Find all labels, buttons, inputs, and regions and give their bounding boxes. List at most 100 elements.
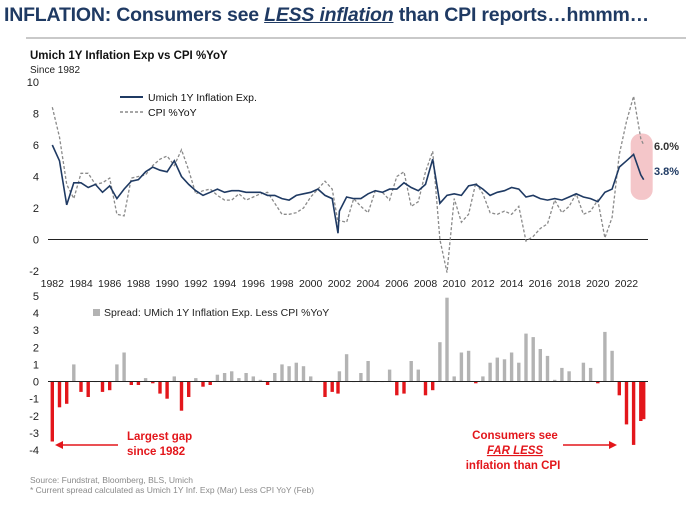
legend-spread-label: Spread: UMich 1Y Inflation Exp. Less CPI… (104, 307, 329, 319)
footnote-source: Source: Fundstrat, Bloomberg, BLS, Umich (30, 475, 193, 485)
top-y-tick-label: -2 (29, 266, 39, 278)
spread-bar (258, 379, 263, 382)
spread-bar (639, 381, 643, 421)
x-tick-label: 1984 (69, 278, 93, 290)
spread-bar (344, 354, 349, 382)
spread-bar (366, 361, 370, 382)
spread-bar (474, 381, 478, 384)
x-tick-label: 1992 (184, 278, 208, 290)
top-chart-title: Umich 1Y Inflation Exp vs CPI %YoY (30, 50, 228, 62)
spread-bar (553, 379, 557, 382)
spread-bar (230, 371, 234, 382)
spread-bar (72, 364, 76, 382)
bottom-y-tick-label: 0 (33, 377, 39, 389)
top-y-tick-label: 6 (33, 140, 39, 152)
spread-bar (431, 381, 435, 391)
x-tick-label: 1990 (155, 278, 179, 290)
top-y-tick-label: 4 (33, 172, 39, 184)
legend-cpi-label: CPI %YoY (148, 107, 197, 119)
consumers-annotation-line3: inflation than CPI (466, 460, 561, 472)
bottom-y-tick-label: 2 (33, 342, 39, 354)
spread-bar (158, 381, 162, 394)
x-tick-label: 2008 (414, 278, 438, 290)
spread-bar (237, 378, 241, 382)
spread-bar (187, 381, 191, 397)
x-tick-label: 2002 (328, 278, 352, 290)
spread-bar (57, 381, 62, 408)
spread-bar (323, 381, 327, 397)
spread-bar (336, 381, 340, 394)
spread-bar (215, 374, 220, 382)
spread-bar (617, 381, 621, 396)
left-arrow-head (55, 441, 63, 449)
spread-bar (280, 364, 284, 382)
spread-bar (208, 381, 212, 385)
spread-bar (359, 373, 363, 382)
spread-bar (79, 381, 83, 392)
header-divider (26, 37, 686, 39)
largest-gap-annotation-line2: since 1982 (127, 446, 185, 458)
largest-gap-annotation-line1: Largest gap (127, 431, 192, 443)
spread-bar (642, 381, 646, 420)
spread-bar (445, 297, 449, 382)
spread-bar (603, 331, 607, 382)
spread-bar (273, 373, 277, 382)
cpi-latest-value: 6.0% (654, 141, 679, 153)
spread-bar (596, 381, 600, 384)
spread-bar (244, 373, 248, 382)
spread-bar (309, 376, 313, 382)
cpi-series-line (51, 96, 645, 273)
x-tick-label: 2000 (299, 278, 323, 290)
spread-bar (65, 381, 69, 404)
top-chart-subtitle: Since 1982 (30, 65, 81, 76)
spread-bar (466, 350, 471, 382)
x-tick-label: 2018 (557, 278, 581, 290)
x-tick-label: 2012 (471, 278, 495, 290)
bottom-y-tick-label: 1 (33, 359, 39, 371)
spread-bar (194, 378, 198, 382)
spread-bar (330, 381, 334, 392)
x-tick-label: 2010 (443, 278, 467, 290)
bottom-y-tick-label: 4 (33, 308, 39, 320)
spread-bar (409, 361, 413, 382)
latest-values-highlight (630, 133, 653, 200)
spread-bar (115, 364, 119, 382)
spread-bar (631, 381, 636, 445)
spread-bar (588, 367, 593, 382)
spread-bar (610, 350, 614, 382)
spread-bar (438, 342, 442, 382)
spread-bar (423, 381, 428, 396)
spread-bar (301, 366, 306, 382)
spread-bar (387, 369, 392, 382)
x-tick-label: 2004 (356, 278, 380, 290)
spread-bar (179, 381, 184, 411)
x-tick-label: 2016 (529, 278, 553, 290)
page-headline: INFLATION: Consumers see LESS inflation … (4, 4, 649, 27)
x-tick-label: 2022 (615, 278, 639, 290)
spread-bar (624, 381, 629, 425)
headline-suffix: than CPI reports…hmmm… (393, 4, 649, 26)
spread-bar (294, 362, 298, 382)
spread-bar (251, 376, 255, 382)
headline-emphasis: LESS inflation (264, 4, 394, 26)
spread-bar (86, 381, 90, 397)
umich-series-line (51, 144, 645, 234)
umich-latest-value: 3.8% (654, 166, 679, 178)
spread-bar (524, 333, 528, 382)
spread-bar (538, 349, 542, 382)
spread-bar (108, 381, 112, 391)
right-arrow-head (609, 441, 617, 449)
spread-bar (337, 371, 342, 382)
spread-bar (143, 378, 148, 382)
consumers-annotation-line1: Consumers see (472, 430, 558, 442)
legend-umich-label: Umich 1Y Inflation Exp. (148, 92, 257, 104)
spread-bar (201, 381, 205, 387)
spread-bar (545, 355, 550, 382)
spread-bar (151, 381, 155, 384)
bottom-y-tick-label: 5 (33, 291, 39, 303)
legend-spread-swatch (93, 309, 100, 316)
x-tick-label: 1994 (213, 278, 237, 290)
spread-bar (265, 381, 270, 385)
x-tick-label: 1988 (127, 278, 151, 290)
